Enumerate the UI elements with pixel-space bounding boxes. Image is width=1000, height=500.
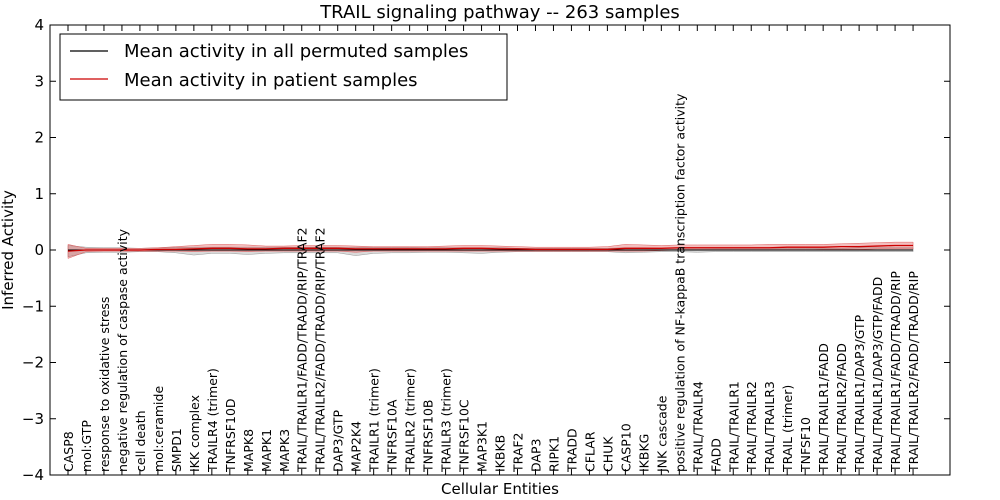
x-tick-label: TRAF2 — [511, 432, 526, 473]
x-tick-label: TNFRSF10A — [385, 399, 400, 473]
x-tick-label: IKBKG — [636, 434, 651, 472]
x-axis-label: Cellular Entities — [441, 480, 559, 498]
plot-frame — [49, 24, 951, 476]
x-tick-label: positive regulation of NF-kappaB transcr… — [672, 93, 687, 472]
x-tick-label: CFLAR — [582, 431, 597, 472]
x-tick-label: TRAIL/TRAILR2/FADD/TRADD/RIP — [906, 271, 921, 473]
x-tick-label: response to oxidative stress — [97, 297, 112, 472]
x-tick-label: TRAIL/TRAILR1/DAP3/GTP — [852, 314, 867, 473]
x-tick-label: TRAILR3 (trimer) — [439, 368, 454, 473]
x-tick-label: TRAIL/TRAILR2/FADD/TRADD/RIP/TRAF2 — [313, 227, 328, 473]
series-lines — [67, 244, 914, 252]
y-tick-label: −2 — [22, 354, 44, 372]
x-tick-label: negative regulation of caspase activity — [115, 228, 130, 472]
x-tick-label: TRAIL/TRAILR4 — [690, 381, 705, 473]
x-tick-label: CASP8 — [61, 431, 76, 472]
y-axis-label: Inferred Activity — [0, 190, 17, 310]
legend-label-permuted: Mean activity in all permuted samples — [124, 41, 468, 62]
x-tick-label: IKK complex — [187, 395, 202, 472]
x-tick-label: MAPK8 — [241, 429, 256, 472]
x-tick-label: CASP10 — [618, 423, 633, 472]
y-tick-label: −1 — [22, 297, 44, 315]
x-tick-label: TRAILR1 (trimer) — [367, 368, 382, 473]
x-tick-label: MAP3K1 — [475, 421, 490, 472]
x-tick-label: RIPK1 — [546, 436, 561, 472]
x-tick-label: TRAIL (trimer) — [780, 385, 795, 473]
x-tick-label: TRAIL/TRAILR1 — [726, 381, 741, 473]
x-tick-label: TNFRSF10B — [421, 400, 436, 473]
x-tick-label: MAPK1 — [259, 429, 274, 472]
x-tick-label: IKBKB — [493, 435, 508, 472]
x-tick-label: TNFRSF10C — [457, 399, 472, 473]
x-tick-label: cell death — [133, 410, 148, 472]
x-tick-label: TRADD — [564, 428, 579, 473]
x-tick-label: TRAIL/TRAILR3 — [762, 381, 777, 473]
x-tick-label: MAP2K4 — [349, 421, 364, 472]
y-tick-label: 2 — [34, 129, 44, 147]
y-ticks: −4 −3 −2 −1 0 1 2 3 4 — [22, 16, 950, 484]
x-tick-label: TRAIL/TRAILR2 — [744, 381, 759, 473]
y-tick-label: −4 — [22, 466, 44, 484]
x-tick-label: SMPD1 — [169, 428, 184, 472]
x-tick-label: TRAILR2 (trimer) — [403, 368, 418, 473]
legend: Mean activity in all permuted samples Me… — [59, 33, 508, 101]
x-tick-label: TRAIL/TRAILR1/FADD — [816, 343, 831, 473]
y-tick-label: 3 — [34, 72, 44, 90]
x-tick-label: TNFRSF10D — [223, 398, 238, 473]
y-tick-label: −3 — [22, 410, 44, 428]
series-line-1 — [67, 244, 914, 252]
x-tick-label: TRAILR4 (trimer) — [205, 368, 220, 473]
y-tick-label: 1 — [34, 185, 44, 203]
x-tick-label: TNFSF10 — [798, 417, 813, 473]
y-tick-label: 4 — [34, 16, 44, 34]
x-tick-label: CHUK — [600, 436, 615, 472]
x-tick-label: TRAIL/TRAILR2/FADD — [834, 343, 849, 473]
chart-title: TRAIL signaling pathway -- 263 samples — [319, 2, 680, 23]
x-tick-label: DAP3/GTP — [331, 409, 346, 472]
x-tick-label: JNK cascade — [654, 395, 669, 473]
x-tick-label: TRAIL/TRAILR1/FADD/TRADD/RIP/TRAF2 — [295, 227, 310, 473]
x-tick-label: TRAIL/TRAILR1/FADD/TRADD/RIP — [888, 271, 903, 473]
x-tick-label: TRAIL/TRAILR1/DAP3/GTP/FADD — [870, 277, 885, 473]
x-ticks: CASP8 mol:GTP response to oxidative stress… — [61, 25, 921, 475]
x-tick-label: mol:GTP — [79, 420, 94, 472]
x-tick-label: MAPK3 — [277, 429, 292, 472]
x-tick-label: FADD — [708, 438, 723, 472]
legend-label-patient: Mean activity in patient samples — [124, 70, 418, 91]
legend-box — [59, 33, 508, 101]
x-tick-label: mol:ceramide — [151, 386, 166, 472]
x-tick-label: DAP3 — [528, 439, 543, 472]
y-tick-label: 0 — [34, 241, 44, 259]
